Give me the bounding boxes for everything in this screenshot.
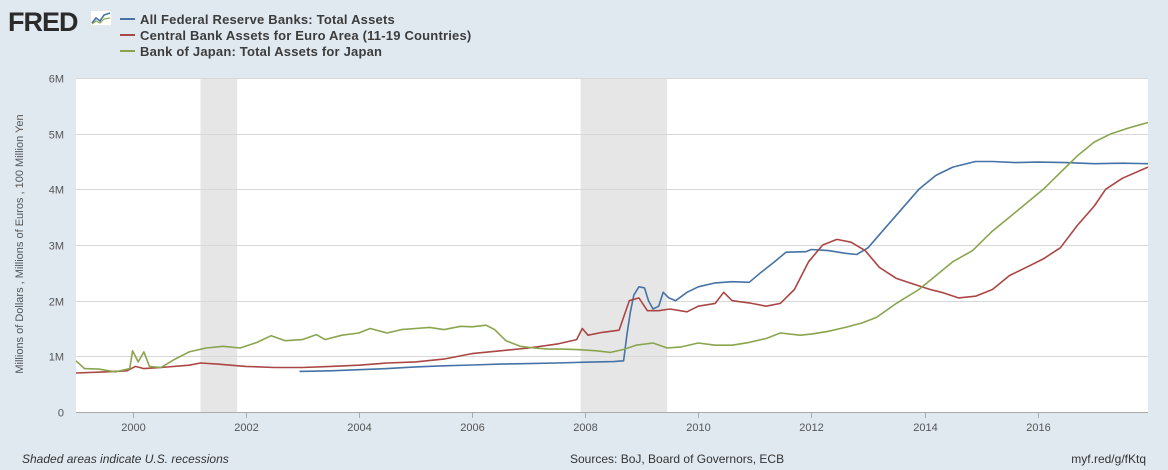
- legend-label-fed: All Federal Reserve Banks: Total Assets: [140, 11, 395, 27]
- y-tick-label-4: 4M: [49, 185, 64, 197]
- x-tick-label-2: 2004: [347, 422, 371, 434]
- x-tick-label-1: 2002: [234, 422, 258, 434]
- x-tick-label-4: 2008: [573, 422, 597, 434]
- series-line-boj: [75, 121, 1149, 373]
- chart-legend: All Federal Reserve Banks: Total Assets …: [120, 11, 471, 59]
- legend-swatch-ecb: [120, 34, 135, 36]
- line-chart-icon: [90, 10, 112, 26]
- x-tick-label-6: 2012: [799, 422, 823, 434]
- legend-label-ecb: Central Bank Assets for Euro Area (11-19…: [140, 27, 472, 43]
- y-tick-label-6: 6M: [49, 74, 64, 86]
- sources-text: Sources: BoJ, Board of Governors, ECB: [570, 452, 785, 466]
- y-tick-label-3: 3M: [49, 241, 64, 253]
- legend-swatch-boj: [120, 50, 135, 52]
- y-tick-label-1: 1M: [49, 352, 64, 364]
- legend-item-boj[interactable]: Bank of Japan: Total Assets for Japan: [120, 43, 471, 59]
- y-tick-label-0: 0: [58, 408, 64, 420]
- y-tick-label-5: 5M: [49, 130, 64, 142]
- short-link[interactable]: myf.red/g/fKtq: [1071, 452, 1146, 466]
- y-tick-label-2: 2M: [49, 297, 64, 309]
- series-line-ecb: [75, 166, 1149, 374]
- x-tick-label-3: 2006: [460, 422, 484, 434]
- legend-item-fed[interactable]: All Federal Reserve Banks: Total Assets: [120, 11, 471, 27]
- x-tick-label-0: 2000: [121, 422, 145, 434]
- legend-swatch-fed: [120, 18, 135, 20]
- x-tick-label-8: 2016: [1026, 422, 1050, 434]
- series-line-fed: [299, 160, 1149, 373]
- x-tick-label-7: 2014: [913, 422, 937, 434]
- fred-logo[interactable]: FRED: [8, 7, 78, 37]
- legend-label-boj: Bank of Japan: Total Assets for Japan: [140, 43, 383, 59]
- legend-item-ecb[interactable]: Central Bank Assets for Euro Area (11-19…: [120, 27, 471, 43]
- x-tick-label-5: 2010: [686, 422, 710, 434]
- recession-note: Shaded areas indicate U.S. recessions: [22, 452, 229, 466]
